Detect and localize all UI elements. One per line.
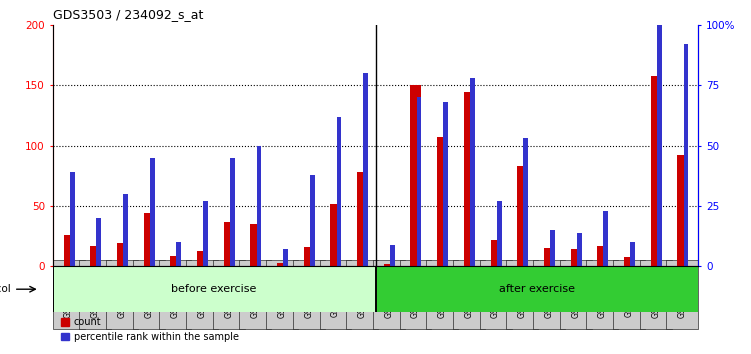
Legend: count, percentile rank within the sample: count, percentile rank within the sample [57,313,243,346]
Bar [657,5,662,266]
Bar [470,78,475,266]
Bar [523,138,528,266]
Bar [204,201,208,266]
Bar [330,204,340,266]
Bar [490,240,501,266]
Bar [437,137,448,266]
Bar [517,166,527,266]
Bar [70,172,74,266]
Bar [224,222,234,266]
Bar [650,75,661,266]
Bar [384,264,394,266]
Bar [117,244,127,266]
Bar [64,235,74,266]
Bar [443,102,448,266]
Bar [143,213,154,266]
Bar [550,230,555,266]
Bar [597,246,608,266]
Bar [170,256,180,266]
Bar [230,158,234,266]
Text: GDS3503 / 234092_s_at: GDS3503 / 234092_s_at [53,8,203,21]
Bar [417,97,421,266]
Bar [630,242,635,266]
Bar [197,251,207,266]
Bar [283,250,288,266]
Bar [624,257,634,266]
Bar [277,263,287,266]
Bar [303,247,314,266]
Bar [390,245,395,266]
Bar [123,194,128,266]
Bar [464,92,474,266]
Bar [683,44,689,266]
Bar [90,246,101,266]
Bar [250,224,261,266]
Text: protocol: protocol [0,284,11,294]
Bar [149,158,155,266]
Bar [96,218,101,266]
Bar [604,211,608,266]
Bar [310,175,315,266]
Bar [357,172,367,266]
Bar [411,85,421,266]
Bar [336,116,342,266]
Bar [257,145,261,266]
Bar [363,73,368,266]
Text: after exercise: after exercise [499,284,575,294]
Bar [544,248,554,266]
Bar [677,155,687,266]
Bar [176,242,181,266]
Bar [496,201,502,266]
Bar [577,233,581,266]
Text: before exercise: before exercise [171,284,257,294]
Bar [376,266,698,312]
Bar [53,266,376,312]
Bar [571,250,581,266]
